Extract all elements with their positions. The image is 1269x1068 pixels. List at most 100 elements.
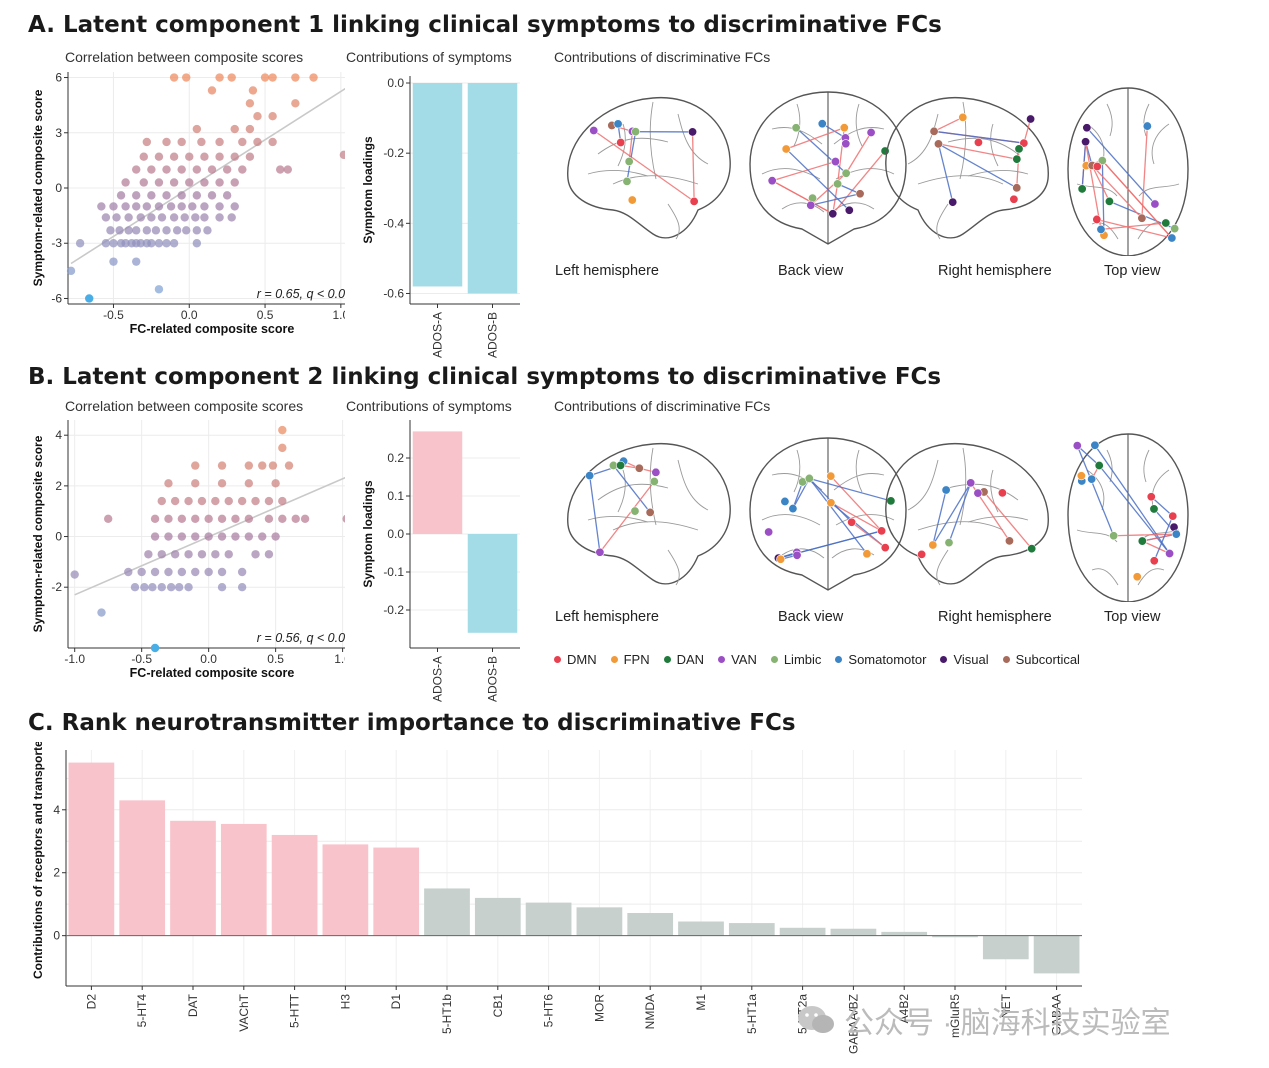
a-fcs-subtitle: Contributions of discriminative FCs (554, 49, 771, 65)
legend-label: VAN (731, 652, 757, 667)
brain-node (1072, 441, 1082, 451)
brain-sulcus (761, 514, 821, 526)
brain-node (880, 543, 890, 553)
scatter-point (197, 550, 207, 559)
legend-item-limbic: Limbic (770, 652, 821, 667)
brain-sulcus (612, 521, 699, 531)
brain-node (1096, 224, 1106, 234)
brain-node (788, 504, 798, 514)
scatter-point (184, 583, 193, 592)
scatter-point (148, 583, 157, 592)
scatter-point (191, 461, 200, 470)
top-brain-outline (1067, 87, 1189, 256)
b-symptoms-subtitle: Contributions of symptoms (346, 398, 512, 414)
scatter-point (339, 150, 345, 160)
brain-node (1027, 544, 1037, 554)
brain-sulcus (907, 113, 939, 165)
brain-node (1149, 504, 1159, 514)
brain-sulcus (967, 515, 1029, 523)
scatter-point (207, 86, 217, 95)
brain-node (847, 517, 857, 527)
brain-node (1004, 536, 1014, 546)
positive-fc-edge (983, 491, 1033, 550)
brain-node (1026, 114, 1036, 124)
scatter-point (191, 479, 200, 488)
positive-fc-edge (771, 180, 834, 215)
scatter-point (142, 202, 152, 211)
scatter-point (164, 567, 173, 577)
brain-contour (1067, 87, 1189, 256)
scatter-point (264, 496, 274, 506)
brain-node (966, 478, 976, 488)
scatter-point (150, 567, 160, 577)
positive-fc-edge (832, 183, 839, 214)
scatter-point (192, 191, 202, 200)
somatomotor-dot-icon (835, 656, 843, 663)
brain-contour (885, 96, 1049, 239)
scatter-point (130, 583, 140, 592)
scatter-point (230, 124, 239, 134)
b-view-label-back: Back view (778, 609, 844, 625)
x-tick-label: 0.5 (267, 652, 284, 666)
scatter-point (268, 137, 277, 147)
scatter-point (164, 532, 173, 541)
scatter-point (222, 165, 232, 174)
brain-sulcus (936, 549, 949, 586)
scatter-point (154, 285, 164, 294)
brain-node (589, 126, 599, 136)
y-tick-label: 0 (53, 929, 60, 943)
scatter-point (191, 532, 200, 541)
scatter-point (230, 178, 239, 187)
negative-fc-edge (626, 131, 637, 182)
back-brain-outline (749, 437, 907, 591)
scatter-point (253, 137, 262, 147)
bar (467, 534, 518, 633)
brain-node (866, 127, 876, 137)
scatter-point (192, 124, 202, 134)
scatter-point (75, 239, 85, 248)
brain-node (781, 144, 791, 154)
positive-fc-edge (830, 502, 882, 532)
brain-node (634, 463, 644, 473)
scatter-point (103, 514, 113, 523)
brain-node (948, 197, 958, 207)
x-tick-label: 0.5 (257, 308, 274, 322)
x-tick-label: 1.0 (334, 652, 345, 666)
back-brain-outline (749, 91, 907, 245)
scatter-point (136, 239, 145, 248)
scatter-point (237, 583, 247, 592)
scatter-point (70, 570, 79, 579)
brain-node (616, 460, 626, 470)
scatter-point (169, 178, 179, 187)
y-tick-label: 0 (55, 530, 62, 544)
negative-fc-edge (932, 482, 972, 546)
brain-sulcus (597, 137, 669, 155)
scatter-point (150, 514, 160, 523)
scatter-point (200, 213, 209, 222)
scatter-point (116, 191, 126, 200)
scatter-point (244, 479, 254, 488)
b-scatter-chart: -1.0 -0.5 0.0 0.5 1.0 -2 0 2 4 r = 0.56, q < 0.05… (31, 420, 345, 680)
dmn-dot-icon (554, 656, 561, 663)
scatter-point (147, 165, 156, 174)
brain-node (928, 540, 938, 550)
scatter-point (204, 514, 213, 523)
x-tick-label: ADOS-A (431, 312, 445, 358)
brain-node (631, 127, 641, 137)
scatter-point (309, 73, 318, 82)
positive-fc-edge (933, 116, 964, 132)
legend-item-dmn: DMN (554, 652, 597, 667)
legend-item-fpn: FPN (610, 652, 650, 667)
scatter-point (174, 583, 184, 592)
scatter-point (291, 514, 300, 523)
brain-node (1097, 156, 1107, 166)
scatter-point (278, 514, 287, 523)
negative-fc-edge (589, 475, 601, 553)
brain-sulcus (1151, 469, 1170, 511)
brain-node (844, 205, 854, 215)
brain-sulcus (967, 169, 1029, 177)
scatter-point (121, 239, 130, 248)
brain-sulcus (677, 459, 709, 511)
negative-fc-edge (1098, 465, 1171, 554)
brain-node (929, 126, 939, 136)
